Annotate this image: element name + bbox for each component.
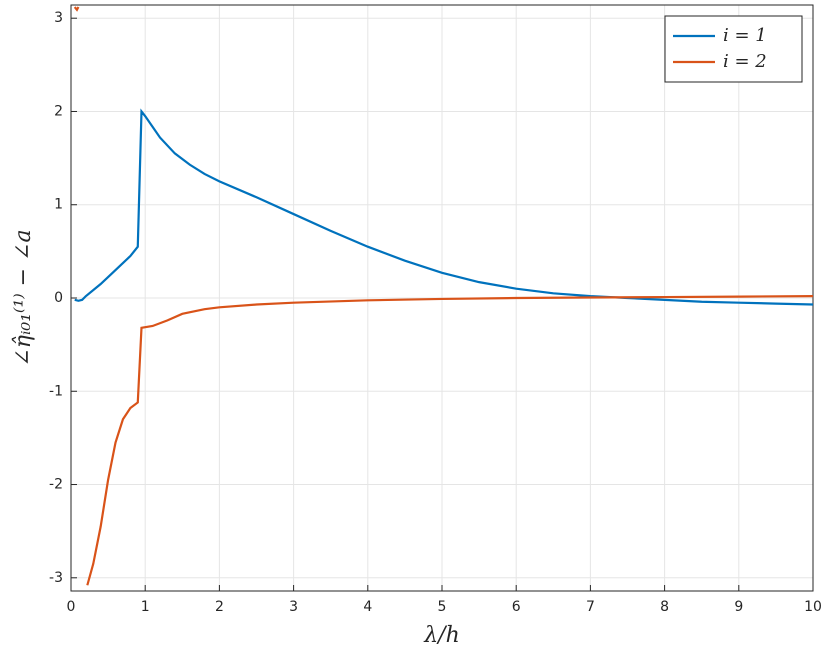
- legend-label: i = 2: [723, 51, 767, 72]
- axes-box: [70, 4, 814, 592]
- y-tick-label: -2: [49, 477, 63, 493]
- x-tick-label: 2: [215, 599, 224, 615]
- x-tick-label: 3: [289, 599, 298, 615]
- x-axis-label: λ/h: [423, 623, 460, 648]
- legend-box: [664, 15, 803, 83]
- y-tick-label: -3: [49, 570, 63, 586]
- x-tick-label: 1: [141, 599, 150, 615]
- x-tick-label: 6: [512, 599, 521, 615]
- y-axis-label: ∠η̂ᵢ₀₁⁽¹⁾ − ∠a: [11, 229, 36, 366]
- x-tick-label: 9: [734, 599, 743, 615]
- x-tick-label: 10: [804, 599, 822, 615]
- x-tick-label: 7: [586, 599, 595, 615]
- y-tick-label: 3: [54, 10, 63, 26]
- x-tick-label: 4: [363, 599, 372, 615]
- y-tick-label: -1: [49, 383, 63, 399]
- legend-label: i = 1: [723, 25, 767, 46]
- y-tick-label: 2: [54, 103, 63, 119]
- y-tick-label: 1: [54, 197, 63, 213]
- y-tick-label: 0: [54, 290, 63, 306]
- x-tick-label: 8: [660, 599, 669, 615]
- series-line: [73, 6, 814, 586]
- x-tick-label: 0: [67, 599, 76, 615]
- x-tick-label: 5: [438, 599, 447, 615]
